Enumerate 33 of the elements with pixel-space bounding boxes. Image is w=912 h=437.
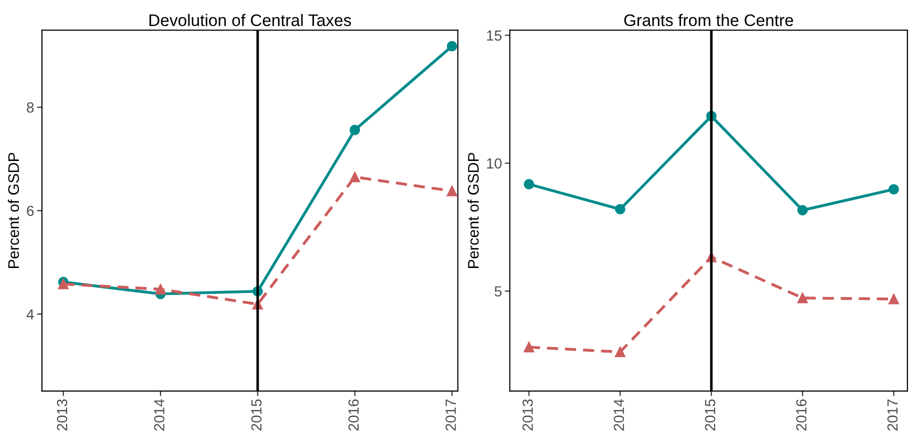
x-tick-label: 2017	[887, 399, 898, 430]
point	[888, 294, 899, 304]
point	[614, 346, 626, 358]
point	[350, 124, 360, 136]
point	[350, 172, 360, 182]
x-tick-label: 2016	[796, 399, 806, 430]
point	[446, 40, 458, 52]
x-tick-label: 2013	[56, 399, 68, 430]
chart-title: Grants from the Centre	[624, 14, 794, 26]
point	[888, 184, 899, 194]
point	[797, 205, 808, 216]
x-tick-label: 2017	[446, 399, 456, 430]
y-tick-label: 10	[487, 158, 502, 169]
point	[524, 178, 534, 190]
point	[155, 284, 166, 294]
x-tick-label: 2014	[614, 399, 624, 430]
point	[797, 292, 808, 304]
x-tick-label: 2014	[154, 399, 164, 430]
chart-title: Devolution of Central Taxes	[150, 14, 352, 26]
x-tick-label: 2016	[348, 399, 359, 430]
x-tick-label: 2015	[251, 399, 262, 430]
y-tick-label: 4	[26, 309, 34, 320]
point	[524, 342, 534, 352]
point	[614, 204, 626, 214]
y-tick-label: 8	[26, 102, 34, 113]
x-tick-label: 2015	[704, 399, 716, 430]
y-axis-title: Percent of GSDP	[468, 152, 479, 268]
y-axis-title: Percent of GSDP	[8, 152, 20, 268]
x-tick-label: 2013	[522, 399, 533, 430]
y-tick-label: 15	[487, 30, 502, 41]
y-tick-label: 6	[26, 206, 34, 216]
point	[446, 186, 458, 196]
y-tick-label: 5	[494, 286, 502, 297]
